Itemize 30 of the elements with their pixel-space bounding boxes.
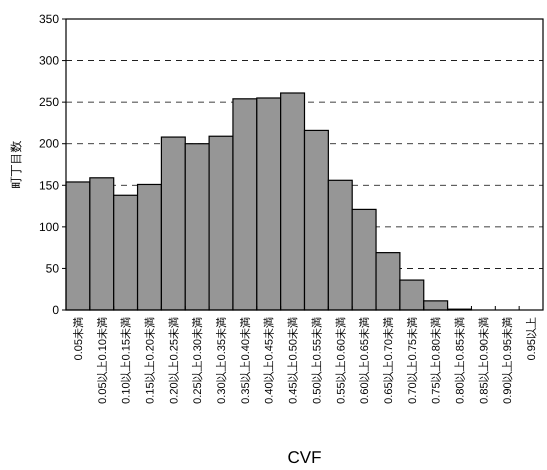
- y-tick-label: 200: [38, 136, 60, 151]
- x-tick-label: 0.80以上0.85未満: [454, 317, 467, 404]
- x-axis-title: CVF: [288, 448, 322, 467]
- x-tick-label: 0.20以上0.25未満: [167, 317, 180, 404]
- x-tick-label: 0.05未満: [72, 317, 85, 360]
- x-tick-label: 0.75以上0.80未満: [430, 317, 443, 404]
- x-tick-label: 0.85以上0.90未満: [477, 317, 490, 404]
- y-tick-label: 250: [38, 95, 60, 110]
- x-tick-label: 0.30以上0.35未満: [215, 317, 228, 404]
- x-tick-label: 0.15以上0.20未満: [143, 317, 156, 404]
- y-tick-label: 50: [46, 261, 60, 276]
- x-tick-label: 0.40以上0.45未満: [262, 317, 276, 404]
- y-tick-label: 0: [52, 303, 60, 317]
- x-tick-label: 0.55以上0.60未満: [334, 317, 348, 404]
- x-tick-label: 0.10以上0.15未満: [120, 317, 133, 404]
- x-tick-label: 0.35以上0.40未満: [238, 317, 252, 404]
- y-tick-label: 150: [38, 178, 60, 192]
- x-tick-label: 0.05以上0.10未満: [96, 317, 109, 404]
- x-tick-label: 0.90以上0.95未満: [501, 317, 514, 404]
- x-tick-label: 0.95以上: [525, 317, 538, 360]
- y-tick-label: 100: [38, 220, 60, 234]
- y-axis-title: 町丁目数: [9, 140, 23, 188]
- x-tick-label: 0.70以上0.75未満: [406, 317, 419, 404]
- x-tick-label: 0.60以上0.65未満: [358, 317, 372, 404]
- y-tick-label: 300: [38, 54, 60, 68]
- x-tick-label: 0.45以上0.50未満: [286, 317, 300, 404]
- x-tick-label: 0.65以上0.70未満: [382, 317, 395, 404]
- x-tick-label: 0.50以上0.55未満: [310, 317, 324, 404]
- x-tick-label: 0.25以上0.30未満: [191, 317, 204, 404]
- y-tick-label: 350: [38, 12, 60, 26]
